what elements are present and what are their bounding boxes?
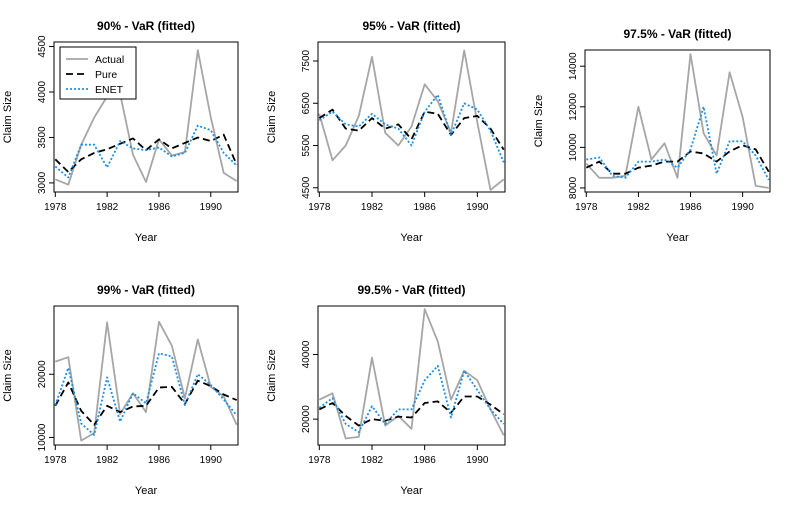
- y-tick-label: 3000: [37, 171, 48, 194]
- y-axis-label: Claim Size: [2, 349, 14, 402]
- chart-panel-1: 90% - VaR (fitted) 1978 1982 1986 1990 3000 35…: [2, 19, 239, 244]
- y-tick-label: 7500: [301, 49, 312, 72]
- chart-legend: Actual Pure ENET: [59, 46, 137, 100]
- plot-frame: [53, 41, 239, 193]
- series-line-pure: [585, 144, 770, 175]
- y-axis-label: Claim Size: [266, 349, 278, 402]
- y-axis-label: Claim Size: [533, 95, 545, 148]
- y-tick-label: 20000: [37, 360, 48, 388]
- y-tick-label: 3500: [37, 126, 48, 149]
- legend-label-pure: Pure: [95, 69, 117, 81]
- chart-title: 99.5% - VaR (fitted): [357, 283, 465, 297]
- series-line-pure: [318, 395, 505, 427]
- chart-panel-5: 99.5% - VaR (fitted) 1978 1982 1986 1990 2000…: [266, 283, 506, 497]
- x-tick-label: 1982: [96, 202, 119, 213]
- series-line-pure: [54, 379, 238, 426]
- chart-title: 95% - VaR (fitted): [362, 19, 460, 33]
- x-tick-label: 1982: [627, 202, 650, 213]
- chart-title: 90% - VaR (fitted): [97, 19, 195, 33]
- y-tick-label: 20000: [301, 405, 312, 433]
- y-tick-label: 6500: [301, 92, 312, 115]
- x-tick-label: 1978: [575, 202, 598, 213]
- x-tick-label: 1990: [466, 202, 489, 213]
- plot-frame: [53, 305, 239, 446]
- x-axis-label: Year: [666, 232, 689, 244]
- x-axis-label: Year: [135, 232, 158, 244]
- x-axis-label: Year: [400, 232, 423, 244]
- chart-title: 97.5% - VaR (fitted): [623, 27, 731, 41]
- x-tick-label: 1982: [361, 455, 384, 466]
- series-line-enet: [318, 364, 505, 434]
- plot-frame: [317, 41, 506, 193]
- x-tick-label: 1986: [148, 202, 171, 213]
- x-tick-label: 1990: [200, 202, 223, 213]
- x-tick-label: 1982: [361, 202, 384, 213]
- y-tick-label: 4500: [301, 176, 312, 199]
- x-tick-label: 1978: [44, 455, 67, 466]
- legend-label-actual: Actual: [95, 54, 124, 66]
- x-tick-label: 1982: [96, 455, 119, 466]
- series-line-enet: [54, 352, 238, 436]
- y-tick-label: 40000: [301, 340, 312, 368]
- legend-label-enet: ENET: [95, 84, 124, 96]
- series-line-actual: [54, 49, 238, 186]
- x-tick-label: 1990: [200, 455, 223, 466]
- x-tick-label: 1986: [414, 455, 437, 466]
- y-tick-label: 14000: [568, 52, 579, 80]
- x-tick-label: 1978: [44, 202, 67, 213]
- plot-frame: [317, 305, 506, 446]
- x-tick-label: 1978: [308, 202, 331, 213]
- y-tick-label: 8000: [568, 176, 579, 199]
- y-tick-label: 4500: [37, 35, 48, 58]
- plot-frame: [584, 49, 771, 193]
- x-tick-label: 1990: [466, 455, 489, 466]
- x-axis-label: Year: [400, 485, 423, 497]
- y-tick-label: 4000: [37, 80, 48, 103]
- chart-panel-3: 97.5% - VaR (fitted) 1978 1982 1986 1990 8000…: [533, 27, 771, 244]
- x-tick-label: 1978: [308, 455, 331, 466]
- chart-panel-2: 95% - VaR (fitted) 1978 1982 1986 1990 4500 55…: [266, 19, 506, 244]
- legend-box: [59, 46, 137, 100]
- series-line-enet: [54, 124, 238, 179]
- x-tick-label: 1986: [414, 202, 437, 213]
- x-tick-label: 1986: [679, 202, 702, 213]
- series-line-enet: [586, 105, 770, 181]
- chart-title: 99% - VaR (fitted): [97, 283, 195, 297]
- series-line-actual: [318, 308, 505, 440]
- series-line-actual: [585, 53, 769, 189]
- x-axis-label: Year: [135, 485, 158, 497]
- y-axis-label: Claim Size: [266, 91, 278, 144]
- series-line-actual: [318, 49, 505, 191]
- x-tick-label: 1986: [148, 455, 171, 466]
- y-tick-label: 12000: [568, 92, 579, 120]
- y-tick-label: 10000: [568, 133, 579, 161]
- series-line-enet: [318, 93, 505, 163]
- chart-panel-4: 99% - VaR (fitted) 1978 1982 1986 1990 10000 2…: [2, 283, 239, 497]
- y-axis-label: Claim Size: [2, 91, 14, 144]
- series-line-actual: [55, 320, 238, 442]
- series-line-pure: [54, 133, 238, 173]
- y-tick-label: 10000: [37, 423, 48, 451]
- y-tick-label: 5500: [301, 134, 312, 157]
- x-tick-label: 1990: [732, 202, 755, 213]
